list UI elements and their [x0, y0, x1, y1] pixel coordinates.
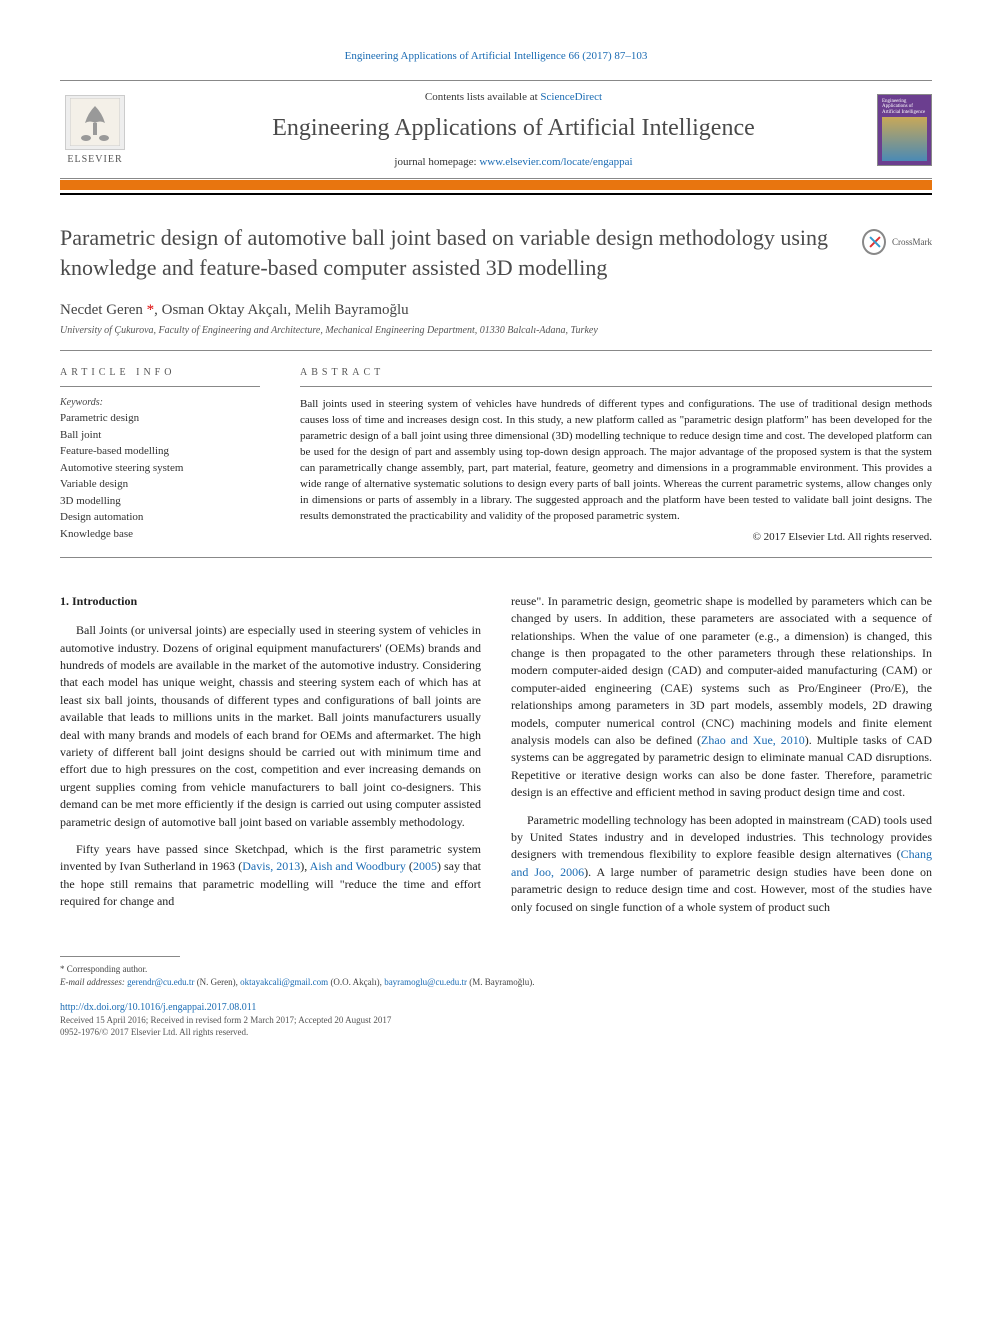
cover-thumbnail: Engineering Applications of Artificial I…: [877, 94, 932, 166]
divider-2: [60, 557, 932, 558]
header-center: Contents lists available at ScienceDirec…: [150, 91, 877, 168]
keywords-list: Parametric design Ball joint Feature-bas…: [60, 410, 260, 542]
ref-davis-2013[interactable]: Davis, 2013: [242, 859, 300, 873]
authors-line: Necdet Geren *, Osman Oktay Akçalı, Meli…: [60, 302, 932, 319]
issn-copyright: 0952-1976/© 2017 Elsevier Ltd. All right…: [60, 1027, 932, 1037]
body-column-left: 1. Introduction Ball Joints (or universa…: [60, 593, 481, 926]
intro-paragraph-3: Parametric modelling technology has been…: [511, 812, 932, 916]
ref-zhao-xue-2010[interactable]: Zhao and Xue, 2010: [701, 733, 805, 747]
journal-name: Engineering Applications of Artificial I…: [150, 115, 877, 142]
intro-paragraph-1: Ball Joints (or universal joints) are es…: [60, 622, 481, 831]
section-1-heading: 1. Introduction: [60, 593, 481, 610]
black-divider-line: [60, 193, 932, 195]
crossmark-icon: [862, 229, 886, 255]
ref-2005[interactable]: 2005: [413, 859, 437, 873]
abstract-text: Ball joints used in steering system of v…: [300, 397, 932, 525]
article-info-label: ARTICLE INFO: [60, 367, 260, 378]
email-link-1[interactable]: gerendr@cu.edu.tr: [127, 977, 194, 987]
journal-header-bar: ELSEVIER Contents lists available at Sci…: [60, 80, 932, 179]
doi-link[interactable]: http://dx.doi.org/10.1016/j.engappai.201…: [60, 1002, 932, 1013]
footer-separator: [60, 956, 180, 957]
received-dates: Received 15 April 2016; Received in revi…: [60, 1015, 932, 1025]
elsevier-logo: ELSEVIER: [60, 92, 130, 167]
crossmark-badge[interactable]: CrossMark: [862, 229, 932, 255]
body-columns: 1. Introduction Ball Joints (or universa…: [60, 593, 932, 926]
article-info-column: ARTICLE INFO Keywords: Parametric design…: [60, 367, 260, 543]
authors-rest: , Osman Oktay Akçalı, Melih Bayramoğlu: [154, 302, 409, 318]
homepage-line: journal homepage: www.elsevier.com/locat…: [150, 156, 877, 168]
elsevier-tree-icon: [65, 95, 125, 150]
body-column-right: reuse". In parametric design, geometric …: [511, 593, 932, 926]
footer-block: * Corresponding author. E-mail addresses…: [60, 963, 932, 990]
affiliation: University of Çukurova, Faculty of Engin…: [60, 325, 932, 336]
sciencedirect-link[interactable]: ScienceDirect: [540, 91, 602, 103]
abstract-copyright: © 2017 Elsevier Ltd. All rights reserved…: [300, 531, 932, 543]
corresponding-author-note: * Corresponding author.: [60, 963, 932, 977]
orange-divider-bar: [60, 180, 932, 190]
corresponding-mark: *: [147, 302, 155, 318]
header-citation: Engineering Applications of Artificial I…: [60, 50, 932, 62]
abstract-divider: [300, 386, 932, 387]
abstract-label: ABSTRACT: [300, 367, 932, 378]
article-title: Parametric design of automotive ball joi…: [60, 223, 842, 282]
keywords-label: Keywords:: [60, 397, 260, 408]
divider-1: [60, 350, 932, 351]
author-1[interactable]: Necdet Geren: [60, 302, 143, 318]
email-link-3[interactable]: bayramoglu@cu.edu.tr: [384, 977, 467, 987]
intro-paragraph-2-cont: reuse". In parametric design, geometric …: [511, 593, 932, 802]
homepage-link[interactable]: www.elsevier.com/locate/engappai: [479, 156, 632, 168]
contents-prefix: Contents lists available at: [425, 91, 540, 103]
elsevier-label: ELSEVIER: [67, 154, 122, 165]
abstract-column: ABSTRACT Ball joints used in steering sy…: [300, 367, 932, 543]
intro-paragraph-2: Fifty years have passed since Sketchpad,…: [60, 841, 481, 911]
homepage-prefix: journal homepage:: [394, 156, 479, 168]
crossmark-label: CrossMark: [892, 237, 932, 247]
email-addresses-line: E-mail addresses: gerendr@cu.edu.tr (N. …: [60, 976, 932, 990]
contents-line: Contents lists available at ScienceDirec…: [150, 91, 877, 103]
email-link-2[interactable]: oktayakcali@gmail.com: [240, 977, 328, 987]
ref-aish-woodbury[interactable]: Aish and Woodbury: [310, 859, 406, 873]
info-divider: [60, 386, 260, 387]
